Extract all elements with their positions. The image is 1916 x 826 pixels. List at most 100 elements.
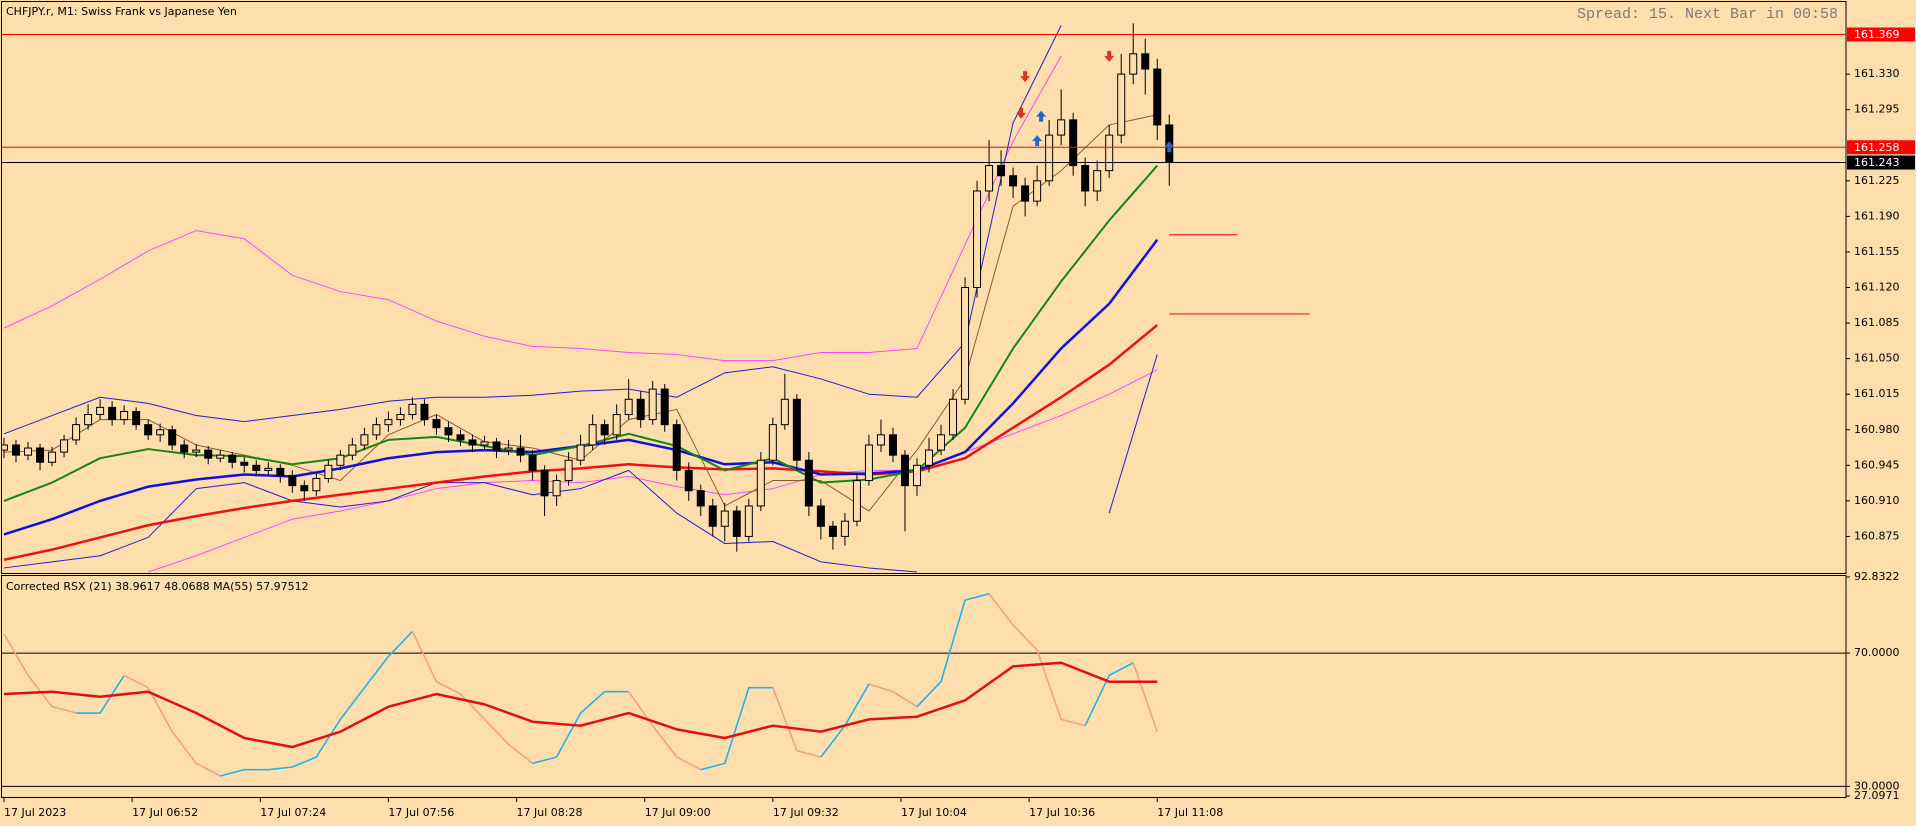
rsx-line <box>700 686 773 771</box>
chart-title: CHFJPY.r, M1: Swiss Frank vs Japanese Ye… <box>6 5 237 18</box>
candle-body <box>384 419 393 426</box>
candle-body <box>852 480 861 522</box>
x-tick-label: 17 Jul 09:32 <box>773 806 839 819</box>
x-tick-label: 17 Jul 08:28 <box>517 806 583 819</box>
candle-body <box>84 414 93 426</box>
candle-body <box>804 459 813 507</box>
candle-body <box>720 510 729 527</box>
candle-body <box>1069 119 1078 167</box>
candle-body <box>1057 119 1066 136</box>
rsx-line <box>988 593 1086 727</box>
candle-body <box>288 474 297 487</box>
candle-body <box>1045 134 1054 182</box>
candle-body <box>648 388 657 421</box>
rsx-panel-frame <box>1 575 1847 798</box>
x-tick-label: 17 Jul 2023 <box>4 806 66 819</box>
rsx-line <box>3 661 1158 749</box>
rsx-line <box>76 674 125 714</box>
price-plot <box>2 23 1846 573</box>
candle-body <box>696 490 705 507</box>
candle-body <box>204 449 213 459</box>
x-tick-label: 17 Jul 09:00 <box>645 806 711 819</box>
indicator-line <box>3 25 1062 435</box>
candle-body <box>120 410 129 421</box>
candle-body <box>624 398 633 416</box>
candle-body <box>540 469 549 497</box>
candle-body <box>780 398 789 426</box>
signal-arrow <box>1032 135 1043 147</box>
candle-body <box>492 441 501 451</box>
candle-body <box>816 505 825 527</box>
y-tick-label: 161.330 <box>1854 67 1900 80</box>
y-tick-label: 161.155 <box>1854 245 1900 258</box>
candle-body <box>1117 73 1126 136</box>
signal-arrow <box>1104 50 1115 62</box>
candle-body <box>576 444 585 461</box>
rsx-line <box>916 592 990 708</box>
y-tick-label: 160.875 <box>1854 529 1900 542</box>
rsx-line <box>220 630 414 777</box>
x-tick-label: 17 Jul 07:56 <box>388 806 454 819</box>
price-tag-label: 161.258 <box>1854 141 1900 154</box>
candle-body <box>985 165 994 192</box>
candle-body <box>1129 53 1138 75</box>
rsx-line <box>411 631 534 764</box>
candle-body <box>528 454 537 471</box>
candle-body <box>1009 175 1018 187</box>
candle-body <box>456 434 465 441</box>
candle-body <box>300 485 309 492</box>
candle-body <box>732 510 741 537</box>
y-tick-label: 30.0000 <box>1854 779 1900 792</box>
candle-body <box>108 406 117 421</box>
price-tag-label: 161.243 <box>1854 156 1900 169</box>
candle-body <box>912 464 921 487</box>
candle-body <box>1153 68 1162 126</box>
x-tick-label: 17 Jul 11:08 <box>1157 806 1223 819</box>
candle-body <box>949 398 958 436</box>
candle-body <box>876 434 885 446</box>
candle-body <box>1093 170 1102 192</box>
candle-body <box>588 424 597 446</box>
candle-body <box>396 414 405 421</box>
signal-arrow <box>1016 107 1027 119</box>
candle-body <box>997 165 1006 177</box>
rsx-plot <box>2 592 1846 787</box>
y-tick-label: 160.945 <box>1854 458 1900 471</box>
candle-body <box>12 444 21 456</box>
signal-arrow <box>1020 71 1031 83</box>
candle-body <box>564 459 573 482</box>
x-tick-label: 17 Jul 06:52 <box>132 806 198 819</box>
candle-body <box>264 467 273 471</box>
rsx-line <box>628 691 702 771</box>
candle-body <box>756 459 765 507</box>
candle-body <box>937 434 946 451</box>
indicator-line <box>3 55 1062 362</box>
candle-body <box>216 454 225 459</box>
signal-arrow <box>1036 110 1047 122</box>
candle-body <box>48 451 57 463</box>
rsx-line <box>868 683 918 708</box>
candle-body <box>888 434 897 456</box>
candle-body <box>72 424 81 441</box>
candle-body <box>480 441 489 446</box>
candle-body <box>1081 165 1090 192</box>
y-tick-label: 70.0000 <box>1854 646 1900 659</box>
candle-body <box>348 444 357 456</box>
candle-body <box>408 403 417 416</box>
y-tick-label: 27.0971 <box>1854 789 1900 802</box>
x-tick-label: 17 Jul 10:04 <box>901 806 967 819</box>
x-tick-label: 17 Jul 10:36 <box>1029 806 1095 819</box>
rsx-line <box>532 690 629 765</box>
spread-info: Spread: 15. Next Bar in 00:58 <box>1577 6 1838 23</box>
candle-body <box>336 454 345 466</box>
candle-body <box>1021 185 1030 202</box>
y-tick-label: 161.190 <box>1854 209 1900 222</box>
candle-body <box>276 467 285 476</box>
candle-body <box>96 406 105 416</box>
indicator-line <box>3 469 918 573</box>
candle-body <box>240 461 249 466</box>
candle-body <box>228 454 237 463</box>
